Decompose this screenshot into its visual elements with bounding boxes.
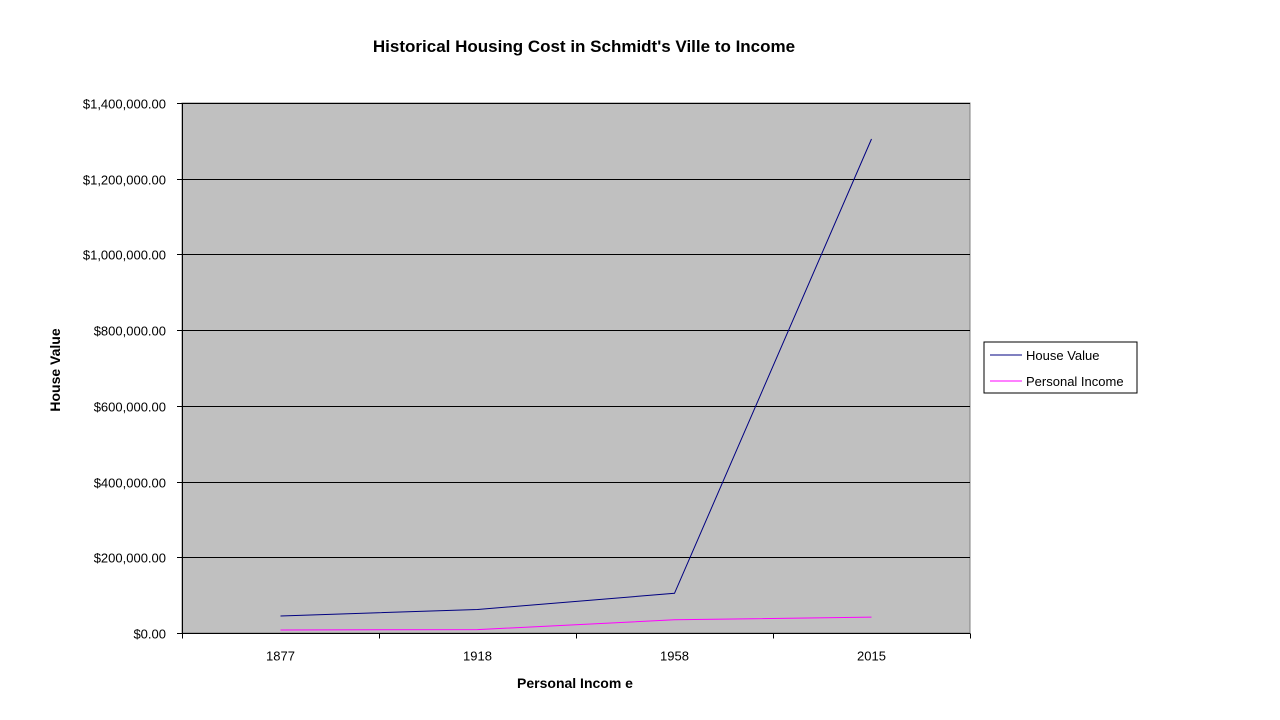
series-line-house-value — [280, 138, 872, 617]
x-tick-label: 1918 — [463, 649, 492, 664]
gridlines — [182, 103, 970, 558]
y-tick-label: $200,000.00 — [94, 551, 166, 566]
axes: $0.00 $200,000.00 $400,000.00 $600,000.00 $8… — [83, 97, 971, 664]
legend-box — [983, 341, 1138, 394]
legend-label: Personal Income — [1026, 374, 1124, 389]
y-tick-label: $1,200,000.00 — [83, 173, 166, 188]
y-tick-label: $800,000.00 — [94, 324, 166, 339]
y-tick-label: $600,000.00 — [94, 400, 166, 415]
chart-title: Historical Housing Cost in Schmidt's Vil… — [373, 37, 795, 56]
legend: House Value Personal Income — [983, 341, 1138, 394]
y-tick-label: $1,400,000.00 — [83, 97, 166, 112]
plot-area — [181, 102, 971, 634]
x-tick-label: 2015 — [857, 649, 886, 664]
x-tick-label: 1958 — [660, 649, 689, 664]
y-tick-label: $0.00 — [133, 627, 166, 642]
y-tick-label: $400,000.00 — [94, 476, 166, 491]
y-tick-label: $1,000,000.00 — [83, 248, 166, 263]
x-axis-title: Personal Incom e — [517, 675, 633, 691]
x-tick-label: 1877 — [266, 649, 295, 664]
series-lines — [280, 138, 872, 631]
legend-label: House Value — [1026, 348, 1099, 363]
y-axis-title: House Value — [47, 328, 63, 411]
series-line-personal-income — [280, 616, 872, 631]
